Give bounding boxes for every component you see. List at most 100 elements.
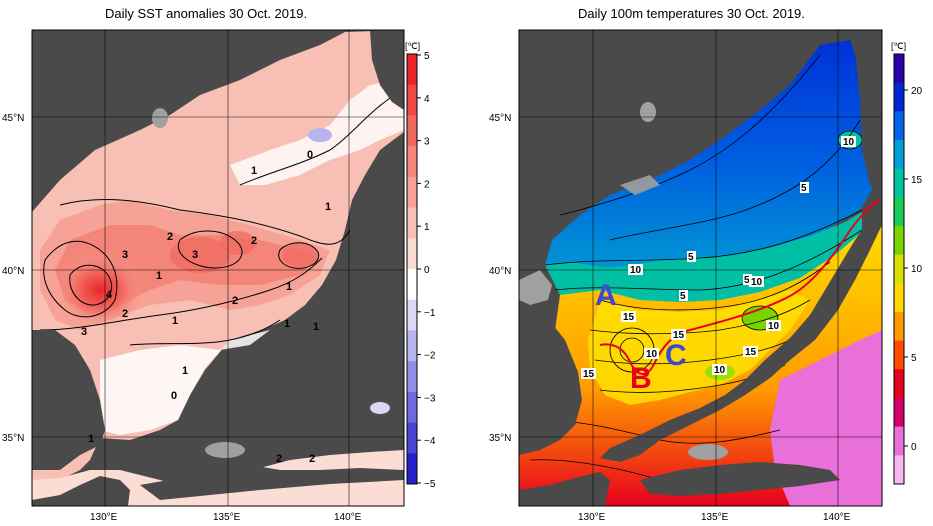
colorbar-segment [407,176,417,209]
lon-label: 140°E [823,512,851,523]
colorbar-segment [407,299,417,331]
left-hotspot-central [170,237,230,273]
right-map-frame [518,29,883,507]
colorbar-tick-label: 4 [424,94,430,105]
lon-label: 130°E [578,512,606,523]
left-map-frame [31,29,405,507]
contour-label: 3 [192,249,198,261]
colorbar-segment [894,369,904,399]
right-land-kyushu [519,472,610,506]
colorbar-segment [407,453,417,485]
colorbar-segment [894,283,904,313]
right-axis-labels: 45°N 40°N 35°N 130°E 135°E 140°E [489,113,851,523]
colorbar-segment [894,426,904,456]
contour-label: 1 [325,201,331,213]
lat-label: 40°N [2,266,24,277]
contour-label: 2 [167,231,173,243]
contour-label: 1 [88,433,94,445]
right-cold-water [545,40,872,290]
colorbar-segment [894,226,904,256]
colorbar-segment [894,54,904,84]
colorbar-tick-label: 15 [911,175,923,186]
right-map-title: Daily 100m temperatures 30 Oct. 2019. [578,6,805,21]
colorbar-segment [407,422,417,454]
region-label-a: A [595,279,617,312]
left-colorbar: 5 4 3 2 1 0 −1 −2 −3 −4 −5 [406,51,436,490]
contour-label: 1 [156,270,162,282]
contour-label: 2 [251,235,257,247]
right-front-line [599,199,881,375]
contour-label: 3 [81,326,87,338]
left-contour-labels: 0 1 1 1 2 2 3 3 3 4 2 1 1 1 2 1 1 0 1 2 … [81,149,331,465]
right-region-labels: A B C [595,279,687,395]
contour-label: 2 [309,453,315,465]
lon-label: 130°E [90,512,118,523]
left-contour-lines [39,94,396,346]
colorbar-frame [893,53,905,485]
colorbar-segment [407,146,417,178]
contour-label: 2 [122,308,128,320]
left-land-japan-honshu [105,150,404,470]
colorbar-tick-label: 3 [424,137,430,148]
colorbar-tick-label: 2 [424,179,430,190]
left-colorbar-unit: [℃] [405,41,420,51]
contour-label: 5 [688,252,694,263]
lat-label: 40°N [489,266,511,277]
contour-label: 10 [630,265,642,276]
colorbar-segment [407,238,417,270]
contour-label: 1 [313,321,319,333]
colorbar-segment [894,197,904,227]
right-land-korea [519,310,582,455]
contour-label: 1 [251,165,257,177]
contour-label: 10 [751,277,763,288]
left-hotspot-noto [282,243,318,267]
colorbar-segment [894,455,904,485]
colorbar-tick-label: −2 [424,351,436,362]
colorbar-segment [407,115,417,147]
lon-label: 135°E [701,512,729,523]
colorbar-segment [407,207,417,239]
contour-label: 1 [172,315,178,327]
colorbar-tick-label: 0 [911,442,917,453]
contour-label: 15 [583,369,595,380]
right-contour-labels: 10 5 10 5 5 10 15 10 15 10 15 10 15 [581,136,856,380]
contour-label: 5 [801,183,807,194]
colorbar-tick-label: 5 [424,51,430,62]
contour-label: 1 [182,365,188,377]
lat-label: 35°N [489,433,511,444]
left-zero-band-south [100,330,270,435]
colorbar-segment [894,82,904,112]
right-land-greyed [688,444,728,460]
left-map-title: Daily SST anomalies 30 Oct. 2019. [105,6,308,21]
colorbar-segment [894,168,904,198]
colorbar-tick-label: −3 [424,393,436,404]
left-hotspot-west [55,252,145,328]
left-negative-patch-south [370,402,390,414]
right-colorbar-unit: [℃] [891,41,906,51]
colorbar-segment [407,84,417,116]
contour-label: 10 [646,349,658,360]
colorbar-tick-label: −1 [424,308,436,319]
right-graticule [519,30,882,506]
colorbar-tick-label: 10 [911,264,923,275]
colorbar-segment [894,340,904,370]
right-land-russia [519,30,830,265]
left-axis-labels: 45°N 40°N 35°N 130°E 135°E 140°E [2,113,362,523]
contour-label: 1 [284,318,290,330]
colorbar-segment [407,269,417,301]
left-island-moneron [152,108,168,128]
left-land-shikoku [140,465,404,500]
contour-label: 2 [232,295,238,307]
contour-label: 5 [744,275,750,286]
colorbar-tick-label: 5 [911,353,917,364]
right-colorbar: 20 15 10 5 0 [893,53,923,485]
colorbar-segment [407,54,417,86]
left-land-korea [32,330,105,470]
contour-label: 3 [122,249,128,261]
colorbar-segment [407,391,417,424]
right-land-hokkaido [856,30,882,195]
colorbar-segment [894,254,904,284]
contour-label: 0 [171,390,177,402]
contour-label: 10 [768,321,780,332]
